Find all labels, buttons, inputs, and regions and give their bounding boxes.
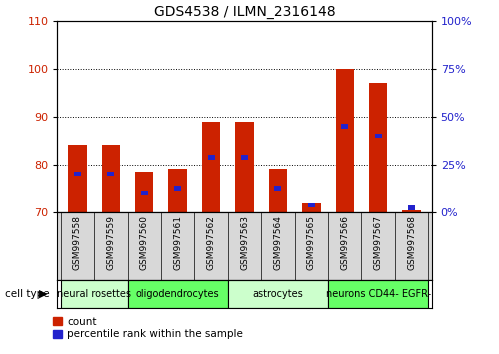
Bar bbox=[208, 155, 215, 160]
Bar bbox=[174, 186, 181, 191]
Bar bbox=[274, 186, 281, 191]
Bar bbox=[269, 169, 287, 212]
Bar bbox=[375, 134, 382, 138]
Bar bbox=[202, 121, 220, 212]
Text: GSM997561: GSM997561 bbox=[173, 215, 182, 270]
Bar bbox=[61, 280, 128, 308]
Text: cell type: cell type bbox=[5, 289, 49, 299]
Bar bbox=[135, 172, 154, 212]
Bar bbox=[302, 203, 320, 212]
Text: GSM997562: GSM997562 bbox=[207, 215, 216, 270]
Text: GSM997563: GSM997563 bbox=[240, 215, 249, 270]
Text: GSM997560: GSM997560 bbox=[140, 215, 149, 270]
Text: neurons CD44- EGFR-: neurons CD44- EGFR- bbox=[326, 289, 431, 299]
Bar bbox=[107, 172, 114, 176]
Bar bbox=[128, 280, 228, 308]
Bar bbox=[328, 280, 428, 308]
Bar bbox=[74, 172, 81, 176]
Bar bbox=[169, 169, 187, 212]
Title: GDS4538 / ILMN_2316148: GDS4538 / ILMN_2316148 bbox=[154, 5, 335, 19]
Text: GSM997567: GSM997567 bbox=[374, 215, 383, 270]
Text: GSM997559: GSM997559 bbox=[106, 215, 115, 270]
Text: GSM997566: GSM997566 bbox=[340, 215, 349, 270]
Text: GSM997568: GSM997568 bbox=[407, 215, 416, 270]
Bar bbox=[241, 155, 248, 160]
Bar bbox=[335, 69, 354, 212]
Bar bbox=[369, 83, 387, 212]
Bar bbox=[102, 145, 120, 212]
Bar bbox=[402, 210, 421, 212]
Bar bbox=[68, 145, 87, 212]
Bar bbox=[341, 124, 348, 129]
Text: astrocytes: astrocytes bbox=[252, 289, 303, 299]
Text: GSM997565: GSM997565 bbox=[307, 215, 316, 270]
Text: GSM997564: GSM997564 bbox=[273, 215, 282, 270]
Text: ▶: ▶ bbox=[39, 289, 48, 299]
Legend: count, percentile rank within the sample: count, percentile rank within the sample bbox=[52, 317, 243, 339]
Bar bbox=[228, 280, 328, 308]
Bar bbox=[236, 121, 253, 212]
Bar bbox=[308, 203, 315, 207]
Text: oligodendrocytes: oligodendrocytes bbox=[136, 289, 220, 299]
Text: GSM997558: GSM997558 bbox=[73, 215, 82, 270]
Bar bbox=[408, 205, 415, 210]
Text: neural rosettes: neural rosettes bbox=[57, 289, 131, 299]
Bar bbox=[141, 191, 148, 195]
